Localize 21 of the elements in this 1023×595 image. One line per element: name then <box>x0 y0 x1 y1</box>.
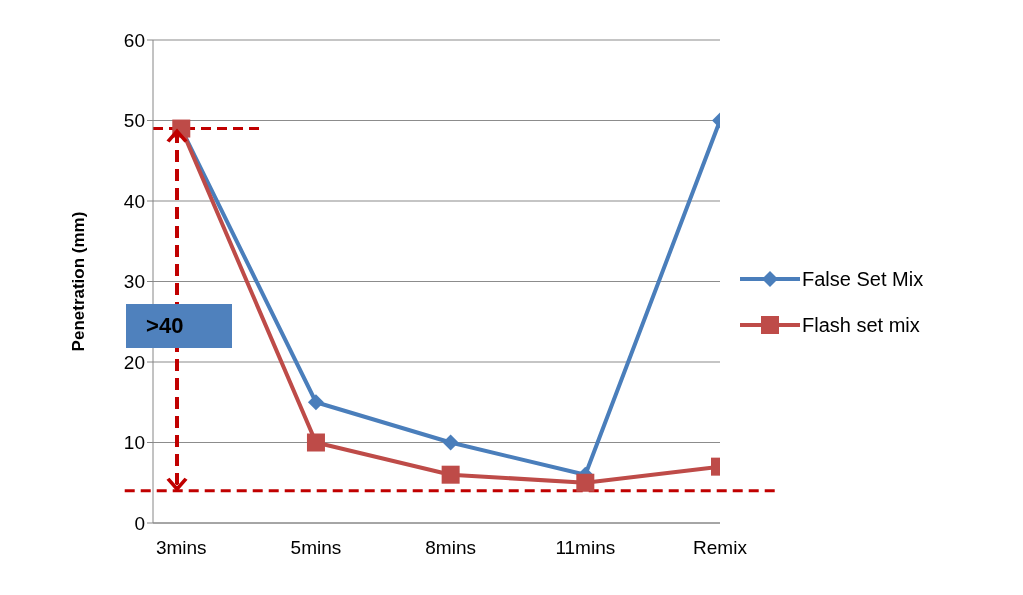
x-tick-label: 5mins <box>290 537 342 559</box>
point <box>442 434 459 451</box>
point <box>576 473 595 492</box>
point <box>306 433 325 452</box>
legend-label: Flash set mix <box>802 313 920 337</box>
y-axis-title: Penetration (mm) <box>69 211 89 352</box>
x-tick-label: Remix <box>693 537 748 559</box>
x-tick-label: 11mins <box>555 537 616 559</box>
y-tick-label: 60 <box>123 29 145 51</box>
y-tick-label: 20 <box>123 351 145 373</box>
x-tick-label: 8mins <box>425 537 476 559</box>
point <box>307 394 324 411</box>
legend-label: False Set Mix <box>802 267 924 291</box>
y-tick-label: 40 <box>123 190 145 212</box>
y-tick-label: 0 <box>134 512 145 534</box>
annotation: >40 <box>126 304 233 349</box>
point <box>441 465 460 484</box>
y-tick-label: 10 <box>123 432 145 454</box>
y-tick-label: 50 <box>123 110 145 132</box>
x-tick-label: 3mins <box>155 537 207 559</box>
y-tick-label: 30 <box>123 271 145 293</box>
